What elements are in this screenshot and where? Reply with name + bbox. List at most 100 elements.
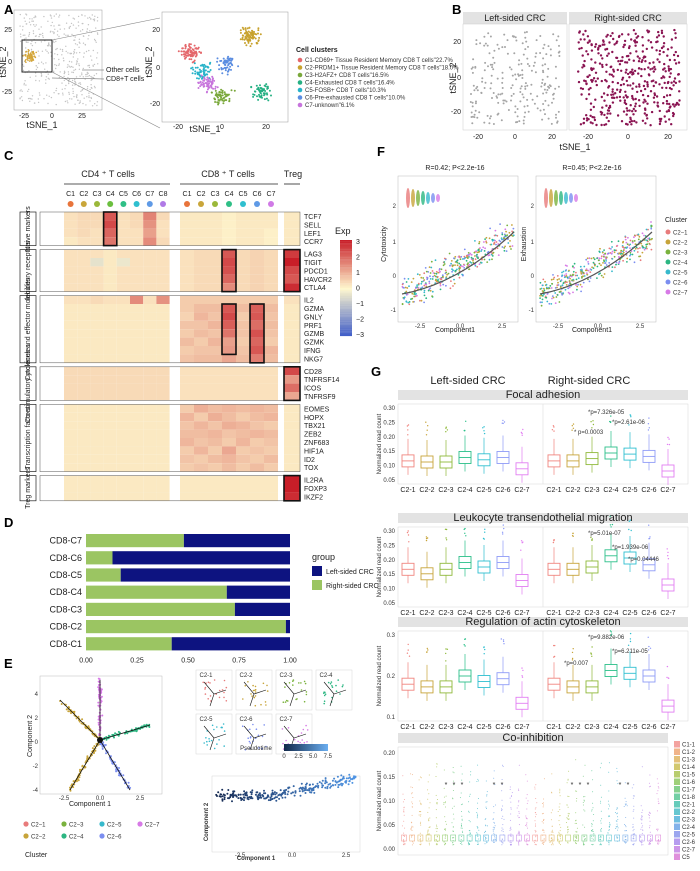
c-scale-segment — [340, 280, 352, 282]
g-co-point — [492, 830, 494, 832]
a-cluster-point — [193, 62, 196, 65]
f-point — [572, 291, 574, 294]
a-cluster-point — [237, 65, 240, 68]
b-right-point — [594, 61, 597, 64]
e-legend-label: C2−1 — [31, 823, 46, 829]
g-co-point — [558, 842, 560, 843]
a-cluster-point — [242, 34, 245, 37]
b-right-point — [627, 46, 631, 50]
b-left-point — [539, 52, 542, 54]
g-co-point — [501, 844, 503, 846]
a-other-point — [28, 88, 30, 91]
a-other-point — [87, 17, 89, 19]
b-left-point — [469, 101, 472, 103]
a-cluster-point — [199, 81, 202, 84]
a-ylabel: tSNE_2 — [0, 46, 8, 77]
g-co-box — [433, 834, 440, 842]
f-point — [539, 281, 542, 284]
g-co-point — [468, 801, 470, 803]
f-point — [440, 268, 443, 271]
g-co-point — [484, 835, 486, 837]
b-left-point — [483, 121, 486, 124]
g-pvalue: *p=2.61e-06 — [612, 420, 646, 426]
c-heat-cell — [156, 312, 170, 321]
c-heat-cell — [90, 329, 104, 338]
g-co-point — [526, 844, 528, 846]
g-co-point — [444, 843, 446, 845]
f-y-tick: 2 — [531, 204, 535, 210]
a-other-point — [66, 100, 68, 102]
g-co-point — [459, 843, 461, 844]
c-heat-cell — [284, 320, 300, 330]
a-other-point — [22, 69, 25, 72]
b-left-point — [512, 92, 515, 95]
a-other-point — [93, 20, 96, 22]
f-legend-label: C2−7 — [673, 291, 688, 297]
g-co-point — [543, 841, 545, 843]
c-heat-cell — [208, 283, 222, 292]
g-co-point — [518, 839, 520, 841]
a-cluster-point — [205, 78, 208, 81]
a-cluster-point — [208, 62, 211, 65]
g-outlier — [609, 630, 612, 632]
e-xlabel: Component 1 — [69, 801, 111, 808]
f-point — [512, 227, 515, 230]
g-co-point — [459, 797, 461, 799]
f-point — [465, 259, 468, 262]
a-cluster-point — [222, 67, 225, 70]
f-point — [445, 277, 447, 279]
f-point — [566, 281, 568, 284]
a-cluster-point — [221, 94, 224, 97]
c-heat-cell — [180, 375, 194, 384]
a-cluster-point — [222, 57, 225, 60]
g-co-point — [493, 770, 495, 772]
e-pseudo-point — [280, 794, 283, 797]
c-heat-cell — [222, 295, 236, 304]
g-co-point — [543, 798, 545, 800]
g-co-point — [443, 787, 445, 789]
f-point — [453, 257, 455, 260]
f-point — [618, 252, 621, 255]
b-right-point — [652, 84, 655, 88]
g-co-point — [518, 842, 519, 844]
b-right-point — [611, 32, 614, 35]
a-other-point — [59, 24, 61, 26]
g-co-point — [484, 818, 486, 820]
b-right-point — [674, 36, 677, 39]
b-right-point — [625, 55, 629, 58]
b-right-point — [632, 59, 635, 62]
a-cluster-point — [208, 86, 211, 89]
b-right-point — [580, 46, 583, 50]
e-small-frame — [315, 669, 353, 711]
c-heat-cell — [194, 266, 208, 275]
b-right-point — [616, 81, 620, 85]
g-x-cat: C2-7 — [660, 724, 675, 731]
a-other-point — [47, 52, 50, 54]
a-other-point — [45, 49, 47, 51]
e-pseudo-point — [272, 792, 275, 795]
a-cluster-point — [207, 77, 210, 80]
g-co-point — [435, 776, 437, 777]
g-co-point — [468, 811, 470, 813]
f-point — [611, 266, 614, 268]
a-cluster-point — [248, 36, 250, 39]
a-other-point — [36, 66, 39, 69]
b-left-point — [526, 63, 529, 65]
g-co-point — [576, 837, 578, 839]
g-outlier — [484, 528, 486, 530]
c-heat-cell — [180, 228, 194, 238]
c-heat-cell — [143, 429, 157, 438]
c-col-dot — [67, 201, 74, 207]
b-right-point — [627, 33, 630, 36]
e-pseudo-point — [305, 782, 308, 785]
c-heat-cell — [264, 492, 278, 501]
a-other-point — [63, 70, 66, 73]
f-y-tick: 1 — [531, 240, 535, 246]
g-co-point — [462, 832, 464, 833]
c-heat-cell — [130, 329, 144, 338]
b-right-point — [643, 112, 646, 115]
f-point — [475, 250, 478, 253]
a-other-point — [21, 29, 24, 31]
a-other-point — [41, 32, 44, 35]
c-scale-segment — [340, 320, 352, 322]
